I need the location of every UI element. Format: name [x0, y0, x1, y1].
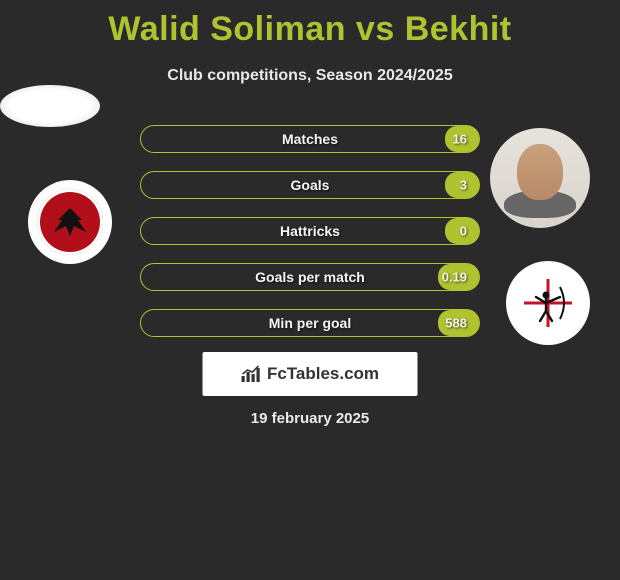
stat-row-goals: Goals 3 [140, 171, 480, 199]
zamalek-crest [515, 270, 581, 336]
stat-label: Goals per match [255, 269, 365, 285]
stat-value: 0.19 [442, 270, 467, 285]
player-right-avatar [490, 128, 590, 228]
stat-label: Matches [282, 131, 338, 147]
stat-label: Min per goal [269, 315, 351, 331]
brand-text: FcTables.com [267, 364, 379, 384]
stat-value: 0 [460, 224, 467, 239]
bars-icon [241, 365, 263, 383]
al-ahly-crest [37, 189, 103, 255]
club-badge-left [28, 180, 112, 264]
eagle-icon [50, 206, 90, 238]
archer-icon [518, 273, 578, 333]
stat-value: 16 [453, 132, 467, 147]
stat-row-goals-per-match: Goals per match 0.19 [140, 263, 480, 291]
player-left-avatar [0, 85, 100, 127]
stat-row-hattricks: Hattricks 0 [140, 217, 480, 245]
brand-box[interactable]: FcTables.com [203, 352, 418, 396]
stat-value: 588 [445, 316, 467, 331]
club-badge-right [506, 261, 590, 345]
stat-label: Hattricks [280, 223, 340, 239]
stat-value: 3 [460, 178, 467, 193]
date-text: 19 february 2025 [251, 410, 369, 427]
stat-row-matches: Matches 16 [140, 125, 480, 153]
stat-row-min-per-goal: Min per goal 588 [140, 309, 480, 337]
page-title: Walid Soliman vs Bekhit [0, 0, 620, 49]
subtitle: Club competitions, Season 2024/2025 [0, 67, 620, 85]
stat-label: Goals [291, 177, 330, 193]
